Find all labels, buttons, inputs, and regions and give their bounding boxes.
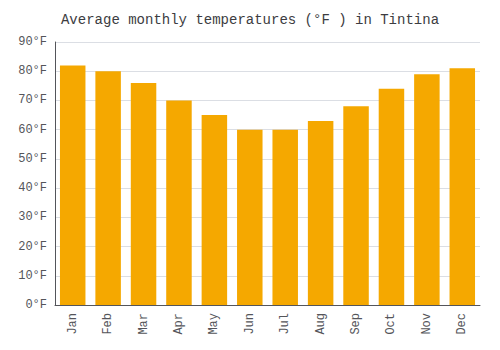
svg-text:Jan: Jan <box>66 313 80 335</box>
svg-text:Dec: Dec <box>455 313 469 335</box>
svg-text:60°F: 60°F <box>18 123 47 137</box>
svg-text:Nov: Nov <box>420 313 434 335</box>
svg-text:50°F: 50°F <box>18 152 47 166</box>
svg-text:Jun: Jun <box>243 313 257 335</box>
svg-text:0°F: 0°F <box>25 298 47 312</box>
svg-text:20°F: 20°F <box>18 240 47 254</box>
svg-text:Jul: Jul <box>278 313 292 335</box>
svg-text:40°F: 40°F <box>18 181 47 195</box>
svg-text:Average monthly temperatures (: Average monthly temperatures (°F ) in Ti… <box>61 12 439 28</box>
svg-text:Mar: Mar <box>137 313 151 335</box>
svg-text:10°F: 10°F <box>18 269 47 283</box>
svg-text:Oct: Oct <box>384 313 398 335</box>
svg-text:Sep: Sep <box>349 313 363 335</box>
svg-text:90°F: 90°F <box>18 35 47 49</box>
svg-text:Aug: Aug <box>314 313 328 335</box>
svg-text:May: May <box>207 313 221 335</box>
svg-text:70°F: 70°F <box>18 93 47 107</box>
svg-text:Apr: Apr <box>172 313 186 335</box>
svg-text:80°F: 80°F <box>18 64 47 78</box>
svg-text:Feb: Feb <box>101 313 115 335</box>
svg-text:30°F: 30°F <box>18 210 47 224</box>
